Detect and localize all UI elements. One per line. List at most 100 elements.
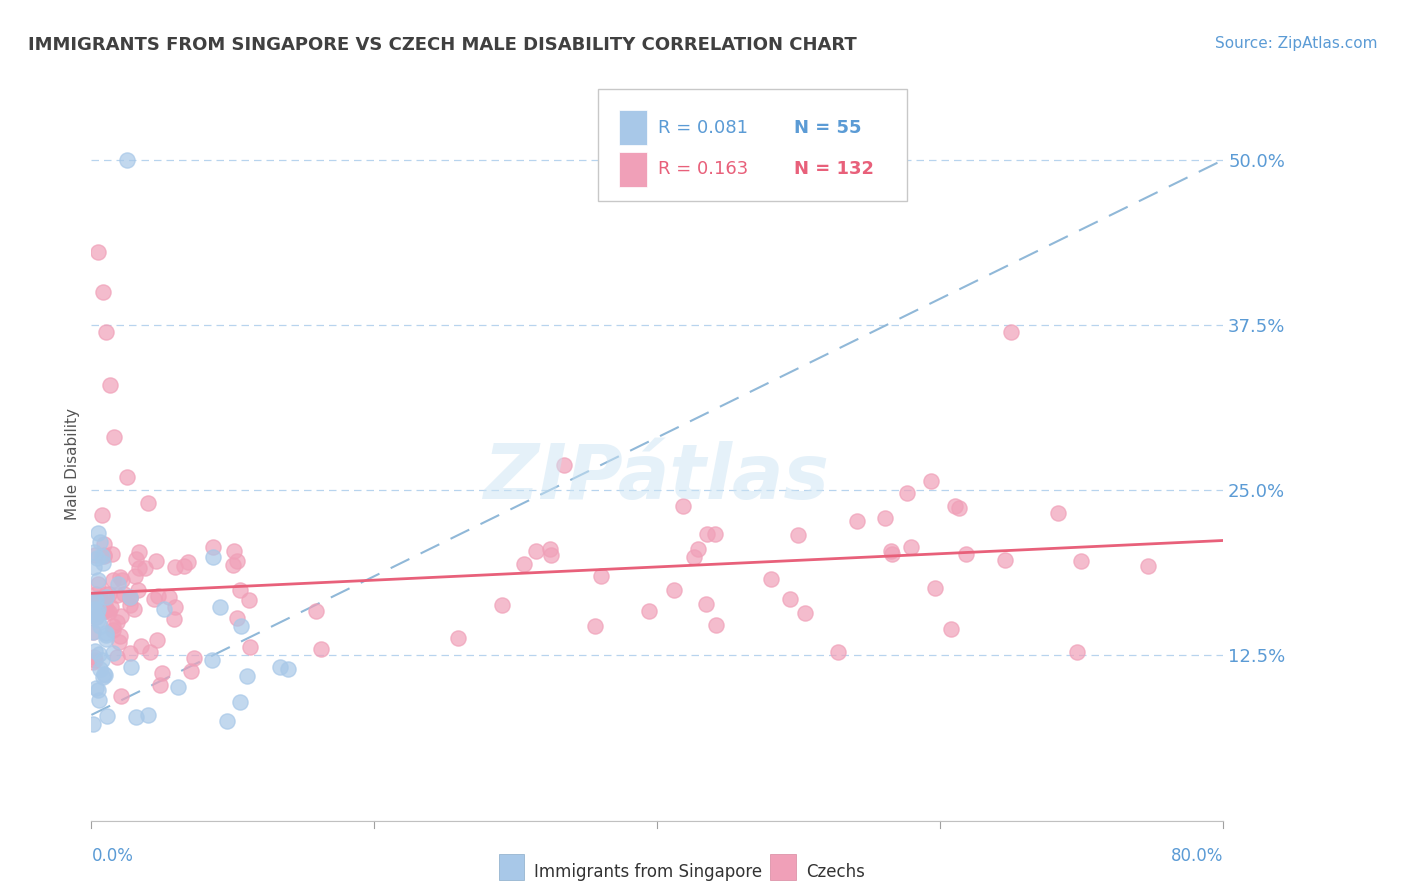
Point (1047, 506, 1070, 520)
Point (87, 591, 110, 605)
Point (83, 559, 105, 574)
Point (704, 618, 727, 632)
Point (183, 651, 205, 665)
Point (89, 591, 111, 605)
Point (84, 681, 107, 696)
Point (91, 285, 114, 299)
Point (585, 619, 607, 633)
Point (96, 632, 118, 647)
Point (112, 587, 135, 601)
Point (180, 665, 202, 679)
Point (794, 606, 817, 620)
Point (120, 591, 142, 605)
Point (115, 153, 138, 167)
Point (900, 541, 922, 555)
Point (94, 598, 117, 612)
Point (157, 591, 180, 605)
Point (118, 590, 141, 604)
Point (491, 598, 513, 612)
Point (94, 628, 117, 642)
Point (87, 21, 110, 35)
Point (91, 670, 114, 684)
Point (82, 625, 104, 640)
Point (129, 640, 152, 654)
Y-axis label: Male Disability: Male Disability (65, 408, 80, 520)
Point (86, 613, 108, 627)
Point (994, 553, 1017, 567)
Point (128, 561, 150, 575)
Point (1070, 553, 1092, 567)
Point (87, 693, 110, 707)
Point (177, 555, 200, 569)
Point (136, 707, 159, 722)
Point (540, 549, 562, 563)
Point (846, 515, 869, 529)
Point (786, 528, 808, 542)
Point (447, 631, 470, 645)
Point (222, 558, 245, 572)
Point (101, 646, 124, 660)
Point (94, 668, 117, 682)
Point (229, 583, 252, 598)
Point (696, 527, 718, 541)
Point (122, 602, 145, 616)
Point (86, 610, 108, 624)
Point (920, 474, 942, 488)
Text: IMMIGRANTS FROM SINGAPORE VS CZECH MALE DISABILITY CORRELATION CHART: IMMIGRANTS FROM SINGAPORE VS CZECH MALE … (28, 36, 856, 54)
Point (1000, 325, 1022, 339)
Point (125, 551, 148, 566)
Point (201, 540, 224, 554)
Point (98, 377, 121, 392)
Point (128, 544, 150, 558)
Point (83, 607, 105, 621)
Point (96, 603, 118, 617)
Point (217, 714, 239, 728)
Point (924, 581, 946, 595)
Point (94, 587, 117, 601)
Text: R = 0.163: R = 0.163 (658, 161, 748, 178)
Point (875, 511, 897, 525)
Point (84, 644, 107, 658)
Point (162, 612, 184, 626)
Point (83, 545, 105, 559)
Point (93, 667, 115, 681)
Point (90, 508, 112, 522)
Point (89, 534, 111, 549)
Point (136, 496, 159, 510)
Point (91, 549, 114, 564)
Point (165, 599, 187, 614)
Text: R = 0.081: R = 0.081 (658, 119, 748, 136)
Point (827, 645, 849, 659)
Point (167, 680, 190, 694)
Point (82, 716, 104, 731)
Point (142, 591, 165, 606)
Point (138, 645, 160, 659)
Point (108, 570, 131, 584)
Point (87, 592, 110, 607)
Point (103, 430, 125, 444)
Point (97, 87, 120, 101)
Point (779, 592, 801, 607)
Text: 0.0%: 0.0% (91, 847, 134, 865)
Point (96, 709, 118, 723)
Point (110, 608, 132, 623)
Point (152, 666, 174, 681)
Point (880, 544, 903, 558)
Point (100, 600, 122, 615)
Point (209, 600, 232, 615)
Text: Immigrants from Singapore: Immigrants from Singapore (534, 863, 762, 881)
Point (91, 61, 114, 75)
Point (526, 543, 548, 558)
Text: N = 55: N = 55 (794, 119, 862, 136)
Point (82, 655, 104, 669)
Point (98, 605, 121, 619)
Point (148, 678, 170, 692)
Point (87, 525, 110, 540)
Point (236, 669, 259, 683)
Point (103, 619, 125, 633)
Point (86, 577, 108, 591)
Point (108, 635, 131, 649)
Point (94, 325, 117, 339)
Point (89, 619, 111, 633)
Point (83, 650, 105, 665)
